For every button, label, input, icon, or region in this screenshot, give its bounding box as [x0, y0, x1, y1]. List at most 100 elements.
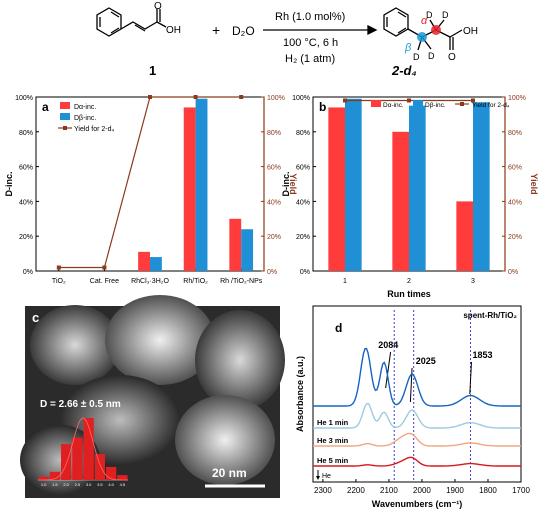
reaction-scheme — [96, 7, 463, 51]
scale-bar-label: 20 nm — [212, 466, 247, 480]
d-atom-3: D — [413, 52, 420, 62]
legend-swatch-d-alpha — [60, 102, 70, 109]
yield-marker — [56, 265, 61, 270]
y-tick-label: 0% — [23, 269, 33, 276]
bar-d-alpha — [456, 201, 473, 271]
x-tick-label: 2200 — [347, 486, 365, 495]
yield-marker — [407, 98, 411, 103]
hist-tick-label: 2.0 — [63, 482, 69, 487]
x-category-label: 2 — [407, 278, 411, 285]
hist-tick-label: 2.5 — [75, 482, 81, 487]
legend-label-d-beta: Dβ-inc. — [425, 102, 446, 109]
reactant-label: 1 — [149, 63, 156, 78]
trace-label: He 1 min — [317, 418, 349, 427]
yield-marker — [102, 265, 107, 270]
beta-label: β — [404, 42, 412, 54]
y-tick-label: 20% — [19, 234, 33, 241]
product-oxygen: O — [448, 52, 456, 63]
y2-tick-label: 40% — [267, 199, 281, 206]
panel-letter: b — [319, 100, 326, 114]
y2-axis-title: Yield — [529, 173, 539, 194]
bar-d-alpha — [183, 107, 196, 271]
legend-label-d-alpha: Dα-inc. — [383, 102, 404, 109]
yield-line — [58, 96, 242, 269]
legend-swatch-d-beta — [413, 100, 423, 107]
x-category-label: 1 — [343, 278, 347, 285]
spectrum-trace — [313, 432, 521, 447]
y2-tick-label: 20% — [508, 234, 522, 241]
y2-tick-label: 0% — [267, 269, 277, 276]
x-tick-label: 2300 — [314, 486, 332, 495]
yield-marker — [239, 95, 244, 99]
hist-tick-label: 1.0 — [41, 482, 47, 487]
y-axis-title: D-inc. — [4, 171, 14, 196]
he-arrow-label: He — [322, 473, 331, 480]
bar-d-beta — [195, 98, 208, 272]
x-category-label: RhCl₃·3H₂O — [131, 278, 169, 285]
hist-bar — [72, 437, 83, 480]
y-tick-label: 60% — [296, 165, 310, 172]
yield-marker — [148, 95, 152, 99]
spectrum-trace — [313, 456, 521, 467]
y-tick-label: 20% — [296, 234, 310, 241]
y-tick-label: 60% — [19, 165, 33, 172]
catalyst-label: Rh (1.0 mol%) — [275, 11, 345, 23]
y-tick-label: 80% — [19, 130, 33, 137]
bar-d-alpha — [392, 131, 409, 271]
x-category-label: 3 — [471, 278, 475, 285]
panel-c-tem: c D = 2.66 ± 0.5 nm 1.0 1.5 2.0 2.5 3.0 3.5 4.… — [20, 295, 285, 498]
atmosphere-label: H₂ (1 atm) — [285, 53, 335, 65]
y-tick-label: 80% — [296, 130, 310, 137]
particle-size-annotation: D = 2.66 ± 0.5 nm — [40, 399, 121, 410]
panel-a-chart: 0% 0% 20% 20% 40% 40% 60% 60% 80% 80% 100% 100% TiO₂… — [4, 95, 298, 285]
trace-label: He 3 min — [317, 436, 349, 445]
x-category-label: TiO₂ — [52, 278, 66, 285]
y2-tick-label: 100% — [267, 95, 285, 102]
spectrum-trace — [313, 347, 521, 407]
y-axis-title: D-inc. — [281, 171, 291, 196]
x-tick-label: 1900 — [446, 486, 464, 495]
alpha-carbon-dot — [431, 25, 441, 35]
peak-label: 2084 — [378, 340, 398, 350]
hist-tick-label: 1.5 — [52, 482, 58, 487]
x-category-label: Rh /TiO₂-NPs — [220, 278, 263, 285]
peak-label: 1853 — [472, 350, 492, 360]
hist-tick-label: 4.0 — [108, 482, 114, 487]
x-tick-label: 2000 — [413, 486, 431, 495]
conditions-label: 100 °C, 6 h — [283, 37, 338, 49]
y2-tick-label: 20% — [267, 234, 281, 241]
peak-label: 2025 — [416, 356, 436, 366]
he-arrow-head — [316, 476, 320, 480]
legend-swatch-d-alpha — [371, 100, 381, 107]
yield-marker — [471, 98, 475, 103]
bar-d-beta — [241, 229, 254, 271]
bar-d-alpha — [328, 107, 345, 271]
product-chain — [407, 28, 451, 38]
d-atom-4: D — [428, 51, 435, 61]
legend-label-yield: Yield for 2-d₄ — [472, 102, 510, 109]
hist-tick-label: 3.0 — [86, 482, 92, 487]
bar-d-beta — [345, 98, 362, 272]
beta-carbon-dot — [417, 32, 427, 42]
size-histogram: 1.0 1.5 2.0 2.5 3.0 3.5 4.0 4.5 — [38, 417, 128, 487]
panel-d-title: spent-Rh/TiO₂ — [463, 311, 517, 320]
bar-d-alpha — [229, 218, 242, 271]
peak-arrow — [385, 351, 392, 389]
bar-d-beta — [473, 102, 490, 271]
hist-tick-label: 3.5 — [97, 482, 103, 487]
x-axis-title: Wavenumbers (cm⁻¹) — [372, 499, 462, 509]
panel-b-chart: 0% 0% 20% 20% 40% 40% 60% 60% 80% 80% 100% 100% 1 2 3 D… — [281, 95, 539, 299]
x-tick-label: 1700 — [512, 486, 530, 495]
reactant-oh: OH — [166, 25, 181, 36]
y-axis-title: Absorbance (a.u.) — [295, 356, 305, 432]
y2-tick-label: 60% — [267, 165, 281, 172]
reactant-phenyl-ring — [96, 7, 122, 37]
panel-d-chart: 2300 2200 2100 2000 1900 1800 1700 Wavenumbers … — [295, 305, 530, 509]
panel-c-letter: c — [32, 310, 39, 325]
hist-bar — [83, 418, 94, 480]
hist-fit-curve — [38, 417, 128, 481]
hist-tick-label: 4.5 — [120, 482, 126, 487]
hist-bar — [94, 453, 105, 480]
alpha-label: α — [421, 15, 428, 27]
